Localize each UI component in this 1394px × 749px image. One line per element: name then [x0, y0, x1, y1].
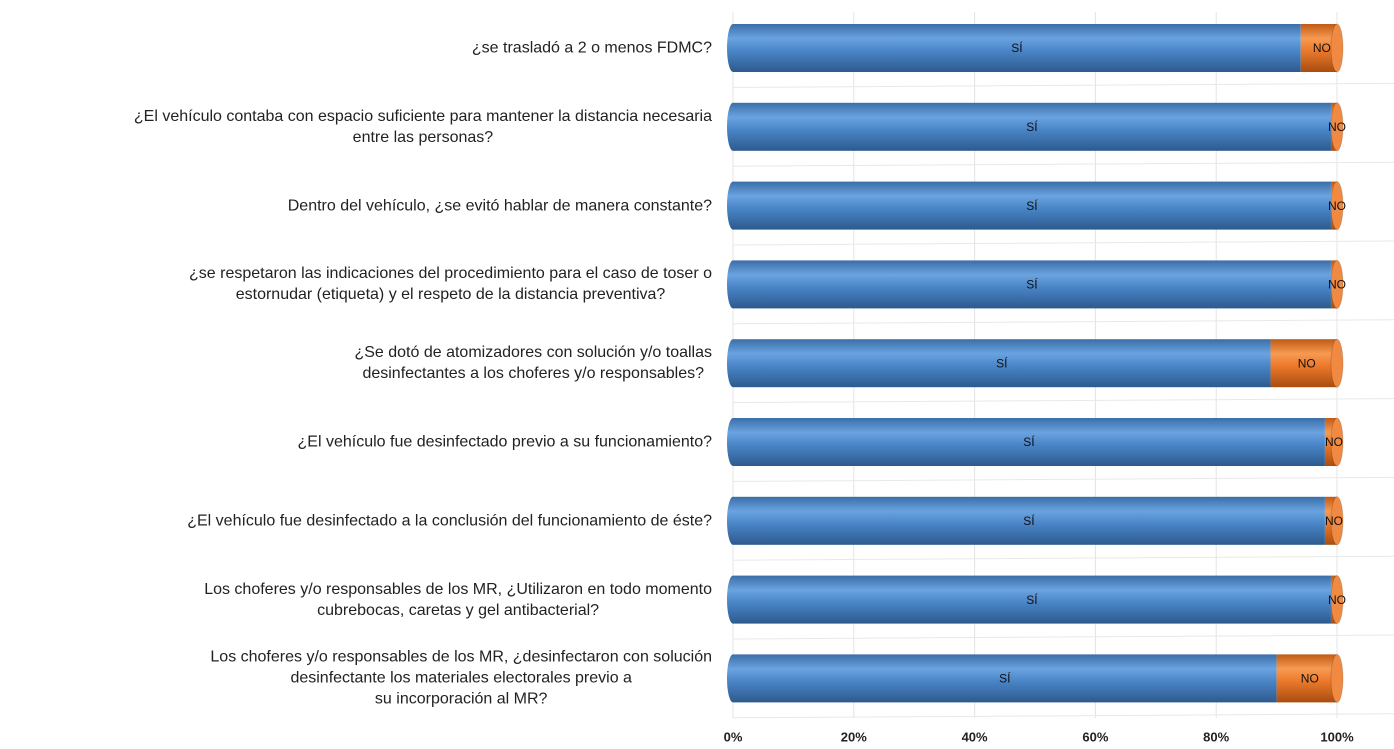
row-separator [732, 161, 1394, 167]
bar-cap [1330, 338, 1344, 388]
segment-label: SÍ [1026, 198, 1038, 213]
segment-label: NO [1325, 435, 1343, 449]
row-separator [732, 398, 1394, 404]
bar-segment [733, 181, 1331, 230]
category-label: Dentro del vehículo, ¿se evitó hablar de… [288, 195, 712, 216]
x-tick-label: 0% [724, 729, 743, 744]
bar-segment [733, 102, 1331, 151]
row-separator [732, 476, 1394, 482]
category-text: ¿El vehículo fue desinfectado a la concl… [187, 512, 712, 530]
bar-cap [1330, 575, 1344, 625]
row-separator [732, 82, 1394, 88]
category-label: ¿El vehículo fue desinfectado a la concl… [187, 510, 712, 531]
bar-segment [733, 260, 1331, 309]
segment-label: SÍ [1026, 277, 1038, 292]
row-separator [732, 240, 1394, 246]
category-text: ¿Se dotó de atomizadores con solución y/… [354, 344, 712, 383]
row-separator [732, 634, 1394, 640]
row-separator [732, 319, 1394, 325]
bar-segment [733, 654, 1277, 703]
x-tick-label: 80% [1203, 729, 1229, 744]
bar-cap [1330, 417, 1344, 467]
category-label: Los choferes y/o responsables de los MR,… [210, 647, 712, 710]
x-tick-label: 60% [1082, 729, 1108, 744]
bar-segment [733, 496, 1325, 545]
segment-label: NO [1328, 120, 1346, 134]
bar-segment [1270, 339, 1337, 388]
segment-label: NO [1328, 278, 1346, 292]
category-text: Los choferes y/o responsables de los MR,… [204, 580, 712, 619]
category-label: Los choferes y/o responsables de los MR,… [204, 579, 712, 621]
bar-segment [733, 575, 1331, 624]
row-separator [732, 555, 1394, 561]
bar-segment [733, 418, 1325, 466]
segment-label: SÍ [1023, 513, 1035, 528]
category-text: ¿El vehículo contaba con espacio suficie… [133, 107, 712, 146]
segment-label: SÍ [1026, 119, 1038, 134]
segment-label: NO [1325, 514, 1343, 528]
segment-label: NO [1328, 593, 1346, 607]
bar-cap [1330, 259, 1344, 309]
category-text: ¿se trasladó a 2 o menos FDMC? [471, 39, 712, 57]
category-label: ¿El vehículo fue desinfectado previo a s… [298, 432, 712, 453]
segment-label: SÍ [999, 671, 1011, 686]
category-label: ¿Se dotó de atomizadores con solución y/… [354, 342, 712, 384]
bar-segment [733, 24, 1301, 72]
bar-cap [1330, 23, 1344, 73]
bar-cap [1330, 181, 1344, 231]
bar-segment [1276, 654, 1337, 703]
segment-label: SÍ [1011, 40, 1023, 55]
segment-label: SÍ [996, 355, 1008, 370]
bar-cap [1330, 653, 1344, 703]
bar-cap [1330, 102, 1344, 152]
category-text: ¿se respetaron las indicaciones del proc… [189, 265, 712, 304]
category-text: Los choferes y/o responsables de los MR,… [210, 648, 712, 708]
segment-label: NO [1313, 41, 1331, 55]
x-tick-label: 100% [1320, 729, 1354, 744]
category-text: ¿El vehículo fue desinfectado previo a s… [297, 433, 712, 451]
segment-label: NO [1301, 672, 1319, 686]
bar-segment [733, 339, 1271, 388]
x-tick-label: 40% [962, 729, 988, 744]
category-label: ¿se respetaron las indicaciones del proc… [189, 263, 712, 305]
x-tick-label: 20% [841, 729, 867, 744]
category-label: ¿El vehículo contaba con espacio suficie… [134, 106, 712, 148]
segment-label: NO [1328, 199, 1346, 213]
category-text: Dentro del vehículo, ¿se evitó hablar de… [287, 197, 712, 215]
category-label: ¿se trasladó a 2 o menos FDMC? [472, 38, 712, 59]
bar-cap [1330, 496, 1344, 546]
segment-label: NO [1298, 356, 1316, 370]
segment-label: SÍ [1026, 592, 1038, 607]
segment-label: SÍ [1023, 434, 1035, 449]
row-separator [732, 713, 1394, 719]
bar-segment [1300, 24, 1337, 72]
